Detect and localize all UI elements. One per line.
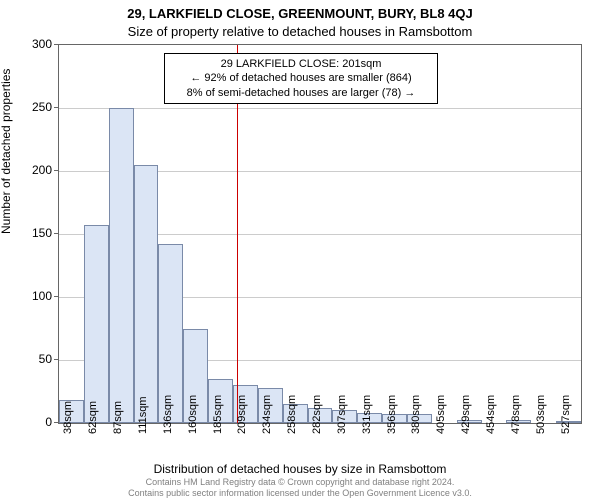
gridline (59, 108, 581, 109)
footer-line2: Contains public sector information licen… (0, 488, 600, 498)
y-tick-mark (54, 359, 58, 360)
histogram-bar (109, 108, 134, 423)
footer-attribution: Contains HM Land Registry data © Crown c… (0, 477, 600, 498)
y-tick-mark (54, 170, 58, 171)
y-tick-label: 50 (12, 352, 52, 366)
chart-subtitle: Size of property relative to detached ho… (0, 24, 600, 39)
annotation-box: 29 LARKFIELD CLOSE: 201sqm ← 92% of deta… (164, 53, 438, 104)
y-tick-mark (54, 422, 58, 423)
y-tick-label: 300 (12, 37, 52, 51)
plot-area: 29 LARKFIELD CLOSE: 201sqm ← 92% of deta… (58, 44, 582, 424)
chart-title-address: 29, LARKFIELD CLOSE, GREENMOUNT, BURY, B… (0, 6, 600, 21)
y-tick-label: 0 (12, 415, 52, 429)
y-tick-label: 100 (12, 289, 52, 303)
annotation-line2: ← 92% of detached houses are smaller (86… (171, 71, 431, 85)
y-tick-label: 250 (12, 100, 52, 114)
y-tick-mark (54, 44, 58, 45)
annotation-line1: 29 LARKFIELD CLOSE: 201sqm (171, 57, 431, 71)
footer-line1: Contains HM Land Registry data © Crown c… (0, 477, 600, 487)
y-axis-label: Number of detached properties (0, 69, 13, 234)
y-tick-label: 200 (12, 163, 52, 177)
annotation-line3: 8% of semi-detached houses are larger (7… (171, 86, 431, 100)
x-axis-label: Distribution of detached houses by size … (0, 462, 600, 476)
y-tick-mark (54, 233, 58, 234)
y-tick-mark (54, 107, 58, 108)
histogram-bar (84, 225, 109, 423)
y-tick-label: 150 (12, 226, 52, 240)
histogram-bar (134, 165, 159, 423)
y-tick-mark (54, 296, 58, 297)
